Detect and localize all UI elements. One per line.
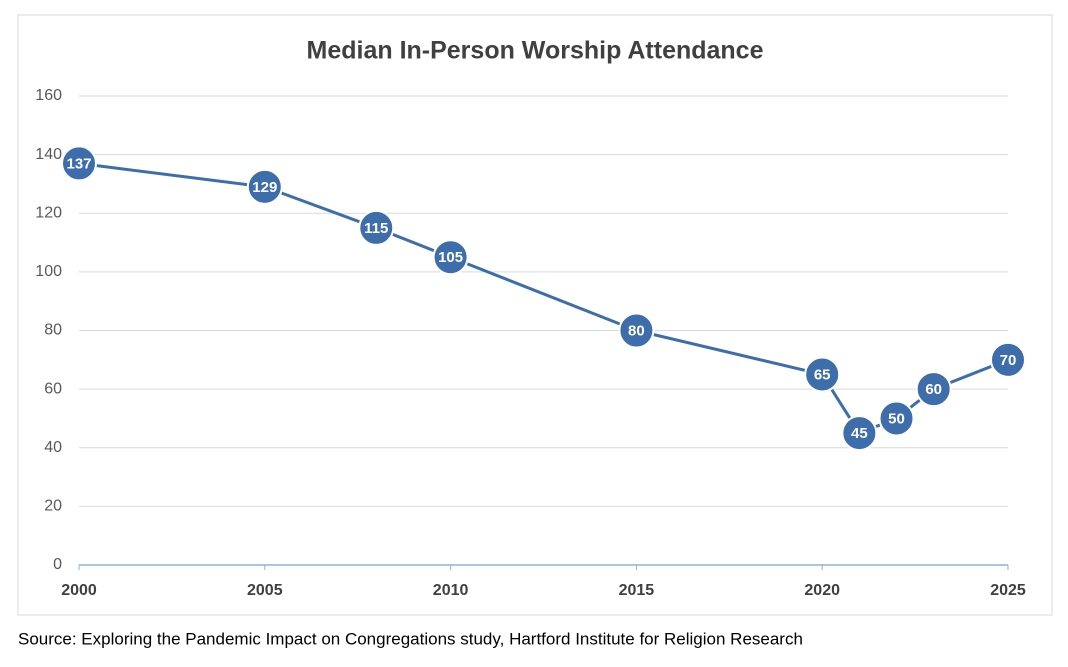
- data-point: [804, 356, 841, 393]
- y-tick-label: 60: [44, 380, 62, 397]
- y-tick-label: 120: [35, 204, 62, 221]
- data-point: [878, 400, 915, 437]
- data-point: [358, 209, 395, 246]
- chart-frame: [17, 14, 1053, 616]
- data-label: 137: [66, 155, 91, 172]
- x-tick-label: 2020: [804, 582, 840, 599]
- data-point: [841, 415, 878, 452]
- y-tick-label: 140: [35, 146, 62, 163]
- x-tick-label: 2000: [61, 582, 97, 599]
- y-tick-label: 40: [44, 439, 62, 456]
- data-point: [915, 371, 952, 408]
- x-tick-label: 2010: [433, 582, 469, 599]
- data-point: [618, 312, 655, 349]
- x-tick-label: 2005: [247, 582, 283, 599]
- y-tick-label: 80: [44, 322, 62, 339]
- data-label: 60: [925, 381, 942, 398]
- data-label: 45: [851, 425, 868, 442]
- data-point: [61, 145, 97, 182]
- data-label: 129: [252, 179, 277, 196]
- source-note: Source: Exploring the Pandemic Impact on…: [18, 629, 803, 648]
- data-label: 105: [438, 249, 463, 266]
- y-tick-label: 20: [44, 498, 62, 515]
- chart-title: Median In-Person Worship Attendance: [307, 37, 764, 65]
- data-label: 70: [1000, 352, 1017, 369]
- y-tick-label: 0: [53, 556, 62, 573]
- x-tick-label: 2015: [619, 582, 655, 599]
- data-point: [990, 341, 1026, 378]
- data-label: 50: [888, 410, 905, 427]
- data-point: [432, 239, 469, 276]
- y-tick-label: 160: [35, 87, 62, 104]
- data-point: [246, 168, 283, 205]
- data-label: 80: [628, 322, 645, 339]
- data-line: [78, 161, 1009, 435]
- data-label: 65: [814, 366, 831, 383]
- x-tick-label: 2025: [990, 582, 1026, 599]
- data-label: 115: [364, 220, 388, 237]
- y-tick-label: 100: [35, 263, 62, 280]
